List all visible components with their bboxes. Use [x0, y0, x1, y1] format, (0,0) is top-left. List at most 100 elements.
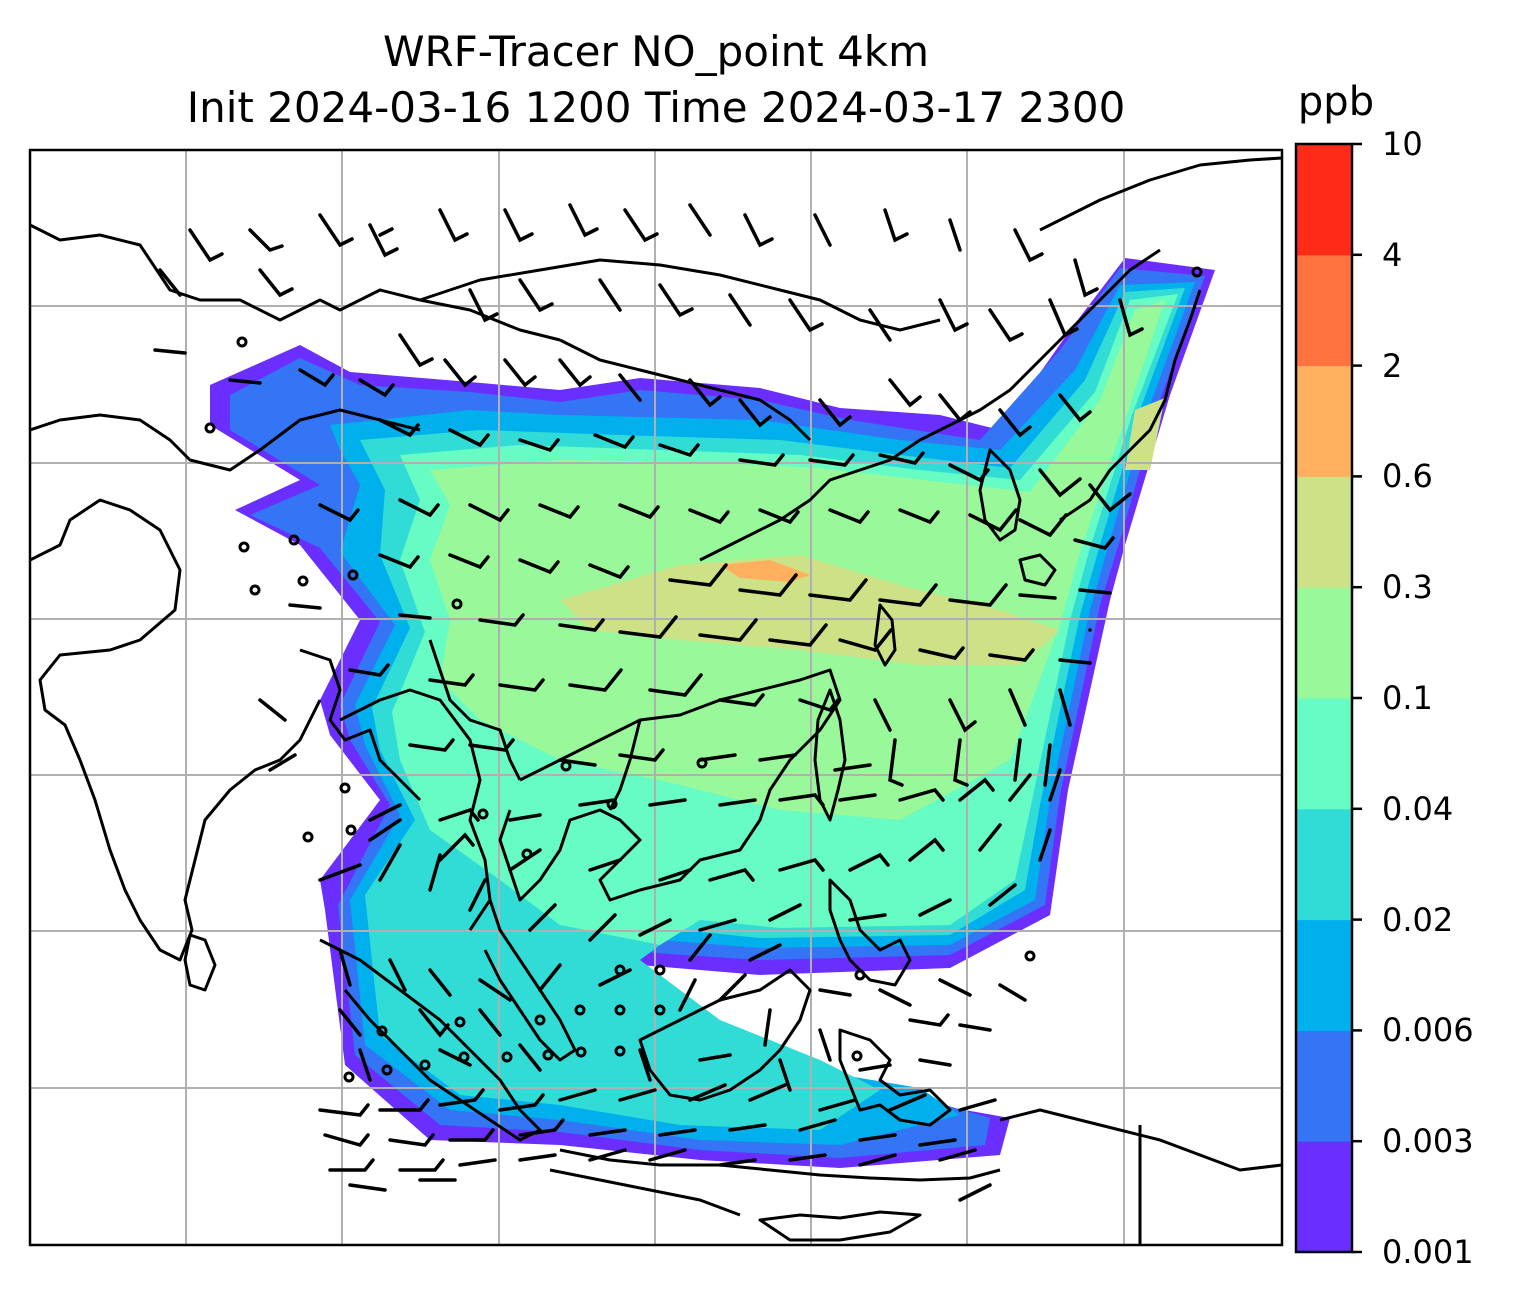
- calm-circle: [521, 848, 533, 860]
- tracer-field: [210, 258, 1215, 1168]
- wind-barb: [1058, 393, 1092, 423]
- wind-barb: [858, 1063, 892, 1072]
- wind-barb: [438, 807, 480, 822]
- colorbar-segment: [1296, 698, 1352, 810]
- wind-barb: [888, 1093, 927, 1112]
- wind-barb: [908, 1013, 950, 1027]
- wind-barb: [153, 348, 187, 355]
- wind-barb: [738, 573, 798, 597]
- wind-barb: [763, 1008, 772, 1047]
- wind-barb: [318, 863, 362, 882]
- wind-barb: [443, 358, 477, 388]
- wind-barb: [878, 451, 925, 465]
- calm-circle: [249, 584, 261, 596]
- wind-barb: [458, 1158, 497, 1167]
- wind-barb: [258, 698, 287, 722]
- wind-barb: [438, 832, 475, 862]
- wind-barb: [743, 213, 774, 248]
- colorbar-tick-label: 4: [1382, 235, 1403, 274]
- wind-barb: [1013, 228, 1044, 263]
- wind-barb: [318, 503, 360, 523]
- colorbar-tick-label: 0.1: [1382, 679, 1433, 717]
- wind-barb: [398, 498, 440, 518]
- russia-coast: [1039, 156, 1282, 232]
- wind-barb: [1058, 688, 1072, 727]
- calm-circle: [534, 1014, 546, 1026]
- calm-circle: [542, 1049, 554, 1061]
- wind-barb: [598, 278, 622, 312]
- colorbar-segment: [1296, 808, 1352, 921]
- wind-barb: [988, 308, 1024, 343]
- wind-barb: [618, 615, 678, 639]
- india-coast: [30, 498, 322, 962]
- wind-barb: [398, 613, 432, 620]
- calm-circle: [654, 1004, 666, 1016]
- wind-barb: [378, 553, 420, 570]
- wind-barb: [958, 1183, 992, 1202]
- wind-barb: [348, 663, 390, 677]
- colorbar-tick-label: 0.006: [1382, 1011, 1474, 1050]
- calm-circle: [1191, 266, 1203, 278]
- colorbar-segment: [1296, 1141, 1352, 1253]
- wind-barb: [658, 443, 700, 458]
- wind-barb: [1118, 298, 1144, 338]
- calm-circle: [696, 757, 708, 769]
- wind-barb: [968, 508, 1018, 533]
- wind-barb: [918, 1138, 957, 1147]
- colorbar-tick-label: 0.6: [1382, 457, 1433, 496]
- wind-barb: [938, 1148, 977, 1162]
- wind-barb: [593, 433, 635, 450]
- wind-barb: [648, 673, 703, 697]
- wind-barb: [468, 878, 487, 912]
- wind-barb: [808, 578, 868, 602]
- wind-barb: [588, 858, 622, 872]
- wind-barb: [878, 988, 912, 1007]
- calm-circle: [574, 1004, 586, 1016]
- wind-barb: [378, 843, 402, 882]
- wind-barb: [708, 867, 755, 882]
- wind-barb: [948, 218, 962, 252]
- java: [559, 1148, 1001, 1182]
- calm-circle: [458, 1051, 470, 1063]
- colorbar-segment: [1296, 365, 1352, 477]
- wind-barb: [698, 1053, 732, 1062]
- wind-barb: [1008, 773, 1032, 802]
- wind-barb: [718, 693, 765, 707]
- wind-barb: [438, 1088, 485, 1107]
- wind-barb: [1073, 258, 1099, 298]
- wind-barb: [518, 1153, 557, 1162]
- wind-barb: [878, 583, 938, 607]
- wind-barb: [788, 1153, 827, 1162]
- wind-barb: [748, 1083, 787, 1102]
- wind-barb: [518, 1118, 565, 1137]
- wind-barb: [288, 603, 322, 610]
- wind-barb: [558, 1088, 597, 1102]
- calm-circle: [477, 808, 489, 820]
- wind-barb: [508, 848, 542, 872]
- wind-barb: [688, 508, 730, 525]
- wind-barb: [248, 228, 284, 253]
- wind-barb: [688, 1083, 727, 1102]
- calm-circle: [454, 1016, 466, 1028]
- calm-circle: [419, 1059, 431, 1071]
- wind-barb: [1048, 768, 1062, 802]
- wind-barb: [428, 853, 442, 892]
- wind-barb: [768, 903, 802, 922]
- wind-barb: [388, 958, 407, 992]
- china-coast: [699, 248, 1161, 562]
- wind-barb: [938, 298, 969, 333]
- wind-barb: [528, 903, 557, 932]
- wind-barb: [668, 563, 728, 587]
- wind-barb: [408, 738, 455, 752]
- wind-barb: [438, 1048, 472, 1067]
- wind-barb: [568, 203, 599, 238]
- calm-circle: [614, 1045, 626, 1057]
- korea: [978, 448, 1022, 542]
- wind-barb: [818, 1028, 832, 1062]
- wind-barb: [898, 787, 945, 802]
- wind-barb: [358, 1048, 372, 1082]
- kyushu: [1018, 553, 1057, 587]
- wind-barb: [468, 288, 499, 323]
- calm-circle: [302, 831, 314, 843]
- thai-border: [428, 639, 522, 781]
